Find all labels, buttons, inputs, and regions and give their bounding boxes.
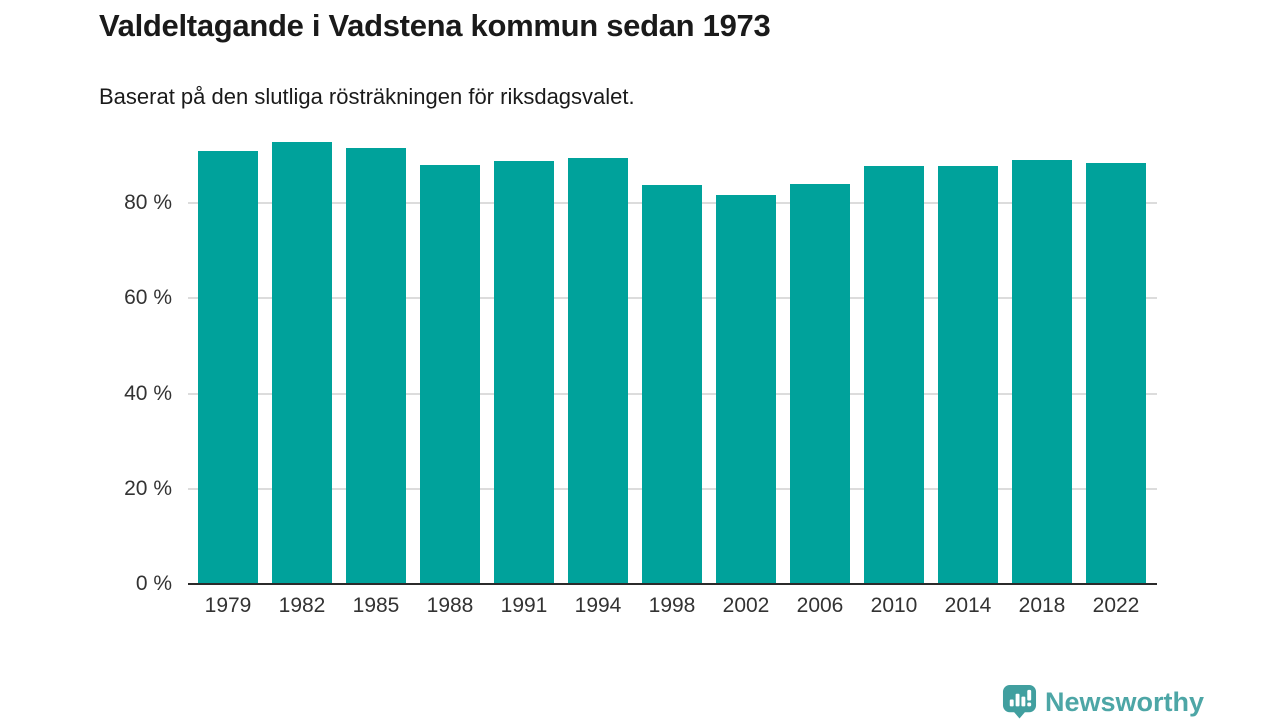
bar-1982 [272,141,332,584]
x-tick-label: 1982 [278,594,326,617]
x-tick-label: 2018 [1018,594,1066,617]
x-tick-label: 1988 [426,594,474,617]
y-tick-label: 60 % [124,286,172,310]
x-tick-label: 1985 [352,594,400,617]
y-tick-label: 80 % [124,191,172,215]
bar-1994 [568,157,628,584]
bar-1985 [346,147,406,584]
bar-1988 [420,165,480,584]
newsworthy-logo-text: Newsworthy [1045,686,1205,717]
x-tick-label: 1998 [648,594,696,617]
x-tick-label: 2006 [796,594,844,617]
y-tick-label: 20 % [124,476,172,500]
x-tick-label: 1991 [500,594,548,617]
newsworthy-logo: Newsworthy [1002,684,1204,719]
bar-2010 [864,166,924,584]
bar-2014 [938,165,998,584]
x-tick-label: 2014 [944,594,992,617]
y-tick-label: 40 % [124,381,172,405]
x-tick-label: 2010 [870,594,918,617]
chart-subtitle: Baserat på den slutliga rösträkningen fö… [99,84,635,109]
bar-2018 [1012,160,1072,584]
bar-1991 [494,160,554,584]
x-tick-label: 2002 [722,594,770,617]
x-tick-label: 1979 [204,594,252,617]
x-tick-label: 2022 [1092,594,1140,617]
bar-1979 [198,150,258,584]
bar-2022 [1086,163,1146,584]
x-axis: 1979 1982 1985 1988 1991 1994 1998 2002 2006 2010… [188,593,1157,619]
x-tick-label: 1994 [574,594,622,617]
chart-title: Valdeltagande i Vadstena kommun sedan 19… [99,8,771,43]
x-axis-line [188,583,1157,585]
y-tick-label: 0 % [135,572,172,595]
bar-chart-speech-bubble-icon [1002,684,1037,719]
bar-1998 [642,185,702,584]
y-axis: 0 % 20 % 40 % 60 % 80 % [40,108,172,595]
bar-2006 [790,183,850,584]
plot-area [188,108,1157,584]
bar-2002 [716,194,776,584]
